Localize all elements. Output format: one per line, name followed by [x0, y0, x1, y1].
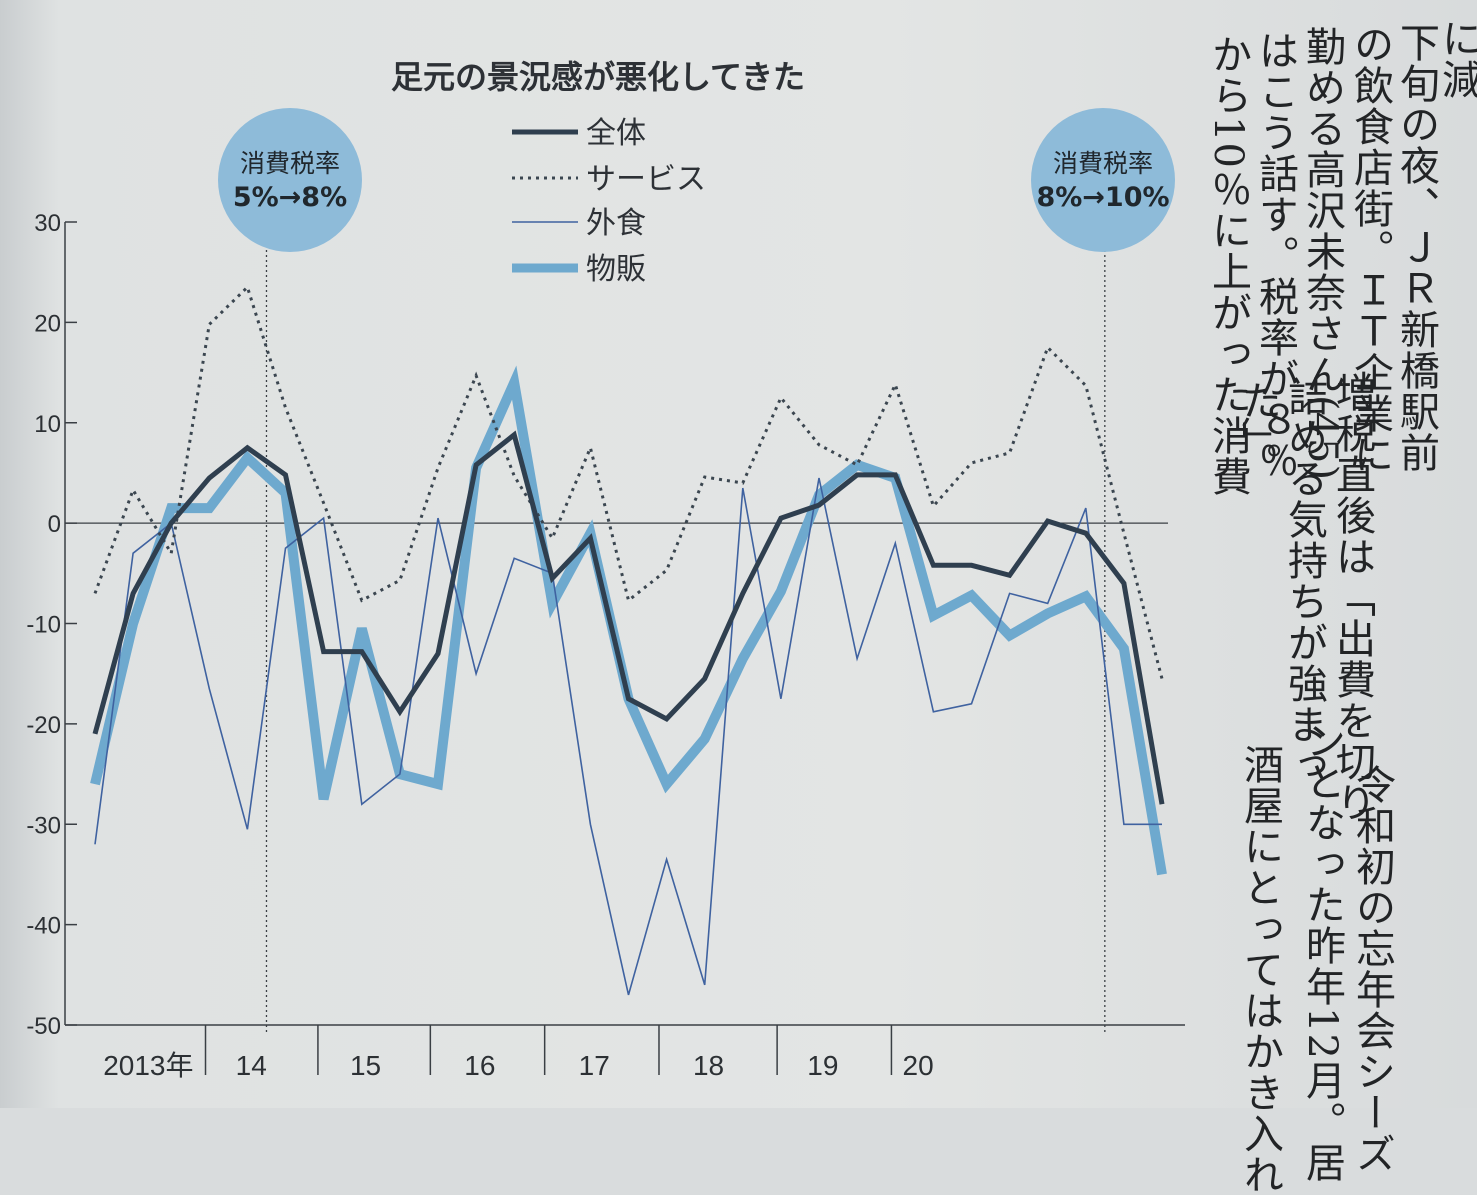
- line-chart: 30 20 10 0 -10 -20 -30 -40 -50 2013年 14 15 16 17 18 19 2…: [26, 58, 1185, 1081]
- callout-label: 消費税率: [1053, 149, 1153, 178]
- series-line-3: [94, 477, 1162, 996]
- chart-series: [90, 284, 1167, 996]
- article-column: 令和初の忘年会シーズ: [1349, 764, 1395, 1174]
- callout-value: 8%→10%: [1036, 182, 1169, 213]
- article-column: 勤める高沢未奈さん(45): [1299, 26, 1345, 482]
- y-tick-label: 0: [48, 511, 61, 538]
- y-tick-label: -40: [26, 913, 61, 940]
- chart-labels: 30 20 10 0 -10 -20 -30 -40 -50 2013年 14 15 16 17 18 19 2…: [26, 58, 933, 1081]
- legend-label: 外食: [586, 206, 646, 241]
- article-column: ンとなった昨年12月。居: [1299, 720, 1345, 1183]
- x-tick-label: 17: [579, 1050, 610, 1081]
- x-tick-label: 16: [464, 1050, 495, 1081]
- x-tick-label: 19: [807, 1050, 838, 1081]
- x-tick-label: 15: [350, 1050, 381, 1081]
- y-tick-label: 10: [34, 411, 61, 438]
- legend-label: 物販: [586, 252, 646, 287]
- article-column: に減: [1435, 18, 1477, 100]
- callout-label: 消費税率: [240, 149, 340, 178]
- y-tick-label: 20: [34, 310, 61, 337]
- series-line-4: [90, 365, 1167, 876]
- series-line-2: [93, 284, 1164, 680]
- series-line-1: [92, 430, 1165, 805]
- article-column: の飲食店街。ＩＴ企業に: [1347, 24, 1393, 475]
- legend-label: サービス: [586, 162, 706, 197]
- article-column: はこう話す。税率が８％: [1252, 30, 1298, 481]
- article-column: 増税直後は「出費を切り: [1329, 372, 1375, 823]
- y-tick-label: -30: [26, 812, 61, 839]
- x-tick-label: 18: [693, 1050, 724, 1081]
- x-tick-label: 14: [236, 1050, 267, 1081]
- y-tick-label: -10: [26, 612, 61, 639]
- tax-rate-callout-circle: [218, 108, 362, 252]
- y-tick-label: -20: [26, 712, 61, 739]
- y-tick-label: -50: [26, 1013, 61, 1040]
- tax-annotations: 消費税率 5%→8% 消費税率 8%→10%: [218, 108, 1175, 252]
- article-column: た」。: [1235, 380, 1281, 483]
- x-tick-label: 2013年: [103, 1050, 193, 1081]
- article-column: から10％に上がった消費: [1205, 34, 1251, 497]
- chart-title: 足元の景況感が悪化してきた: [391, 58, 805, 96]
- callout-value: 5%→8%: [233, 182, 347, 213]
- article-column: 詰める気持ちが強まっ: [1281, 376, 1327, 786]
- x-tick-label: 20: [903, 1050, 934, 1081]
- article-column: 下旬の夜、ＪＲ新橋駅前: [1393, 22, 1439, 473]
- chart-axes: [64, 221, 1185, 1075]
- tax-rate-callout-circle: [1031, 108, 1175, 252]
- article-column: 酒屋にとってはかき入れ: [1237, 744, 1283, 1195]
- y-tick-label: 30: [34, 210, 61, 237]
- legend-label: 全体: [586, 116, 646, 151]
